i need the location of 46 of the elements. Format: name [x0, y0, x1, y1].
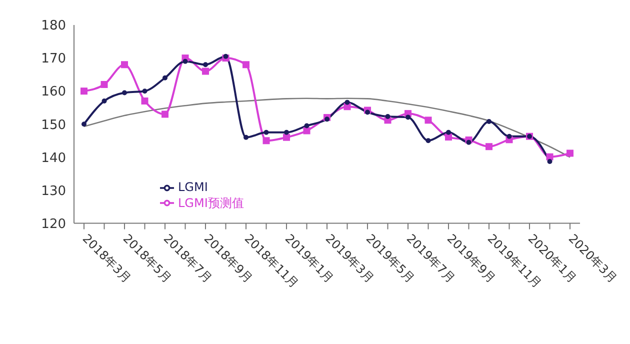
point [142, 88, 148, 94]
y-tick-label: 140 [41, 150, 66, 166]
point [283, 134, 290, 141]
point [141, 98, 148, 105]
point [100, 80, 108, 88]
point [121, 61, 128, 68]
y-tick-label: 120 [41, 216, 66, 232]
point [262, 137, 270, 144]
point [122, 90, 127, 96]
point [385, 114, 390, 120]
point [324, 116, 330, 122]
point [547, 158, 552, 164]
point [202, 68, 209, 75]
point [406, 114, 410, 120]
point [486, 143, 492, 150]
y-tick-label: 170 [41, 52, 66, 67]
y-tick-label: 130 [41, 184, 66, 199]
point [365, 110, 370, 115]
y-tick-label: 150 [41, 118, 66, 133]
point [244, 134, 248, 140]
point [162, 75, 168, 80]
y-tick-label: 180 [41, 18, 66, 34]
point [424, 116, 432, 124]
point [102, 98, 107, 104]
point [203, 62, 208, 68]
point [446, 130, 451, 135]
point [566, 150, 574, 157]
point [303, 127, 310, 134]
y-tick-label: 160 [41, 84, 66, 100]
point [486, 118, 492, 124]
point [284, 130, 289, 135]
point [426, 138, 431, 144]
point [162, 110, 168, 118]
point [223, 54, 228, 59]
point [344, 100, 350, 105]
point [506, 134, 512, 139]
point [242, 61, 250, 68]
point [304, 123, 310, 128]
point [182, 58, 188, 64]
legend-label: LGMI预测值 [178, 196, 244, 210]
point [80, 88, 88, 95]
point [445, 134, 452, 141]
legend-label: LGMI [178, 180, 208, 194]
point [264, 130, 269, 135]
point [82, 122, 86, 127]
point [466, 140, 472, 145]
